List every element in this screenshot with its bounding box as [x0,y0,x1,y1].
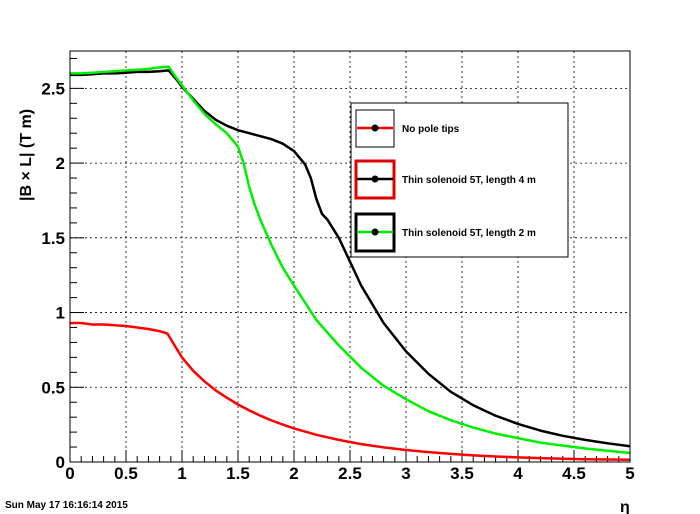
x-tick-label: 5 [625,464,634,483]
axis-ticks [69,57,631,463]
series-length-4m-line [70,69,631,448]
x-tick-label: 3.5 [450,464,474,483]
y-tick-labels: 0 0.5 1 1.5 2 2.5 [41,79,65,472]
x-axis-title: η [620,499,630,514]
legend-marker-box-2 [354,159,396,200]
y-tick-label: 0.5 [41,378,65,397]
y-tick-label: 2.5 [41,79,65,98]
legend-marker-3 [371,228,379,236]
series-no-pole-tips-line [70,321,631,462]
series-lines [70,65,631,462]
x-tick-label: 4 [513,464,523,483]
legend: No pole tips Thin solenoid 5T, length 4 m… [350,102,569,258]
x-tick-label: 2 [289,464,298,483]
legend-label-3: Thin solenoid 5T, length 2 m [402,228,536,239]
x-tick-label: 4.5 [562,464,586,483]
y-tick-label: 2 [56,154,65,173]
y-tick-label: 1 [56,304,65,323]
legend-marker-1 [371,124,379,132]
series-length-2m-line [70,65,631,455]
legend-label-1: No pole tips [402,124,460,135]
x-tick-labels: 0 0.5 1 1.5 2 2.5 3 3.5 4 4.5 5 [65,464,634,483]
x-tick-label: 1 [177,464,186,483]
y-axis-title: |B × L| (T m) [18,109,35,201]
x-tick-label: 0 [65,464,74,483]
x-tick-label: 1.5 [226,464,250,483]
timestamp: Sun May 17 16:16:14 2015 [5,500,128,511]
y-tick-label: 1.5 [41,229,65,248]
x-tick-label: 3 [401,464,410,483]
x-tick-label: 0.5 [114,464,138,483]
y-tick-label: 0 [56,453,65,472]
legend-marker-box-3 [354,212,396,253]
legend-marker-2 [371,175,379,183]
plot-frame [69,50,631,463]
x-tick-label: 2.5 [338,464,362,483]
legend-marker-box-1 [355,109,395,148]
legend-label-2: Thin solenoid 5T, length 4 m [402,175,536,186]
